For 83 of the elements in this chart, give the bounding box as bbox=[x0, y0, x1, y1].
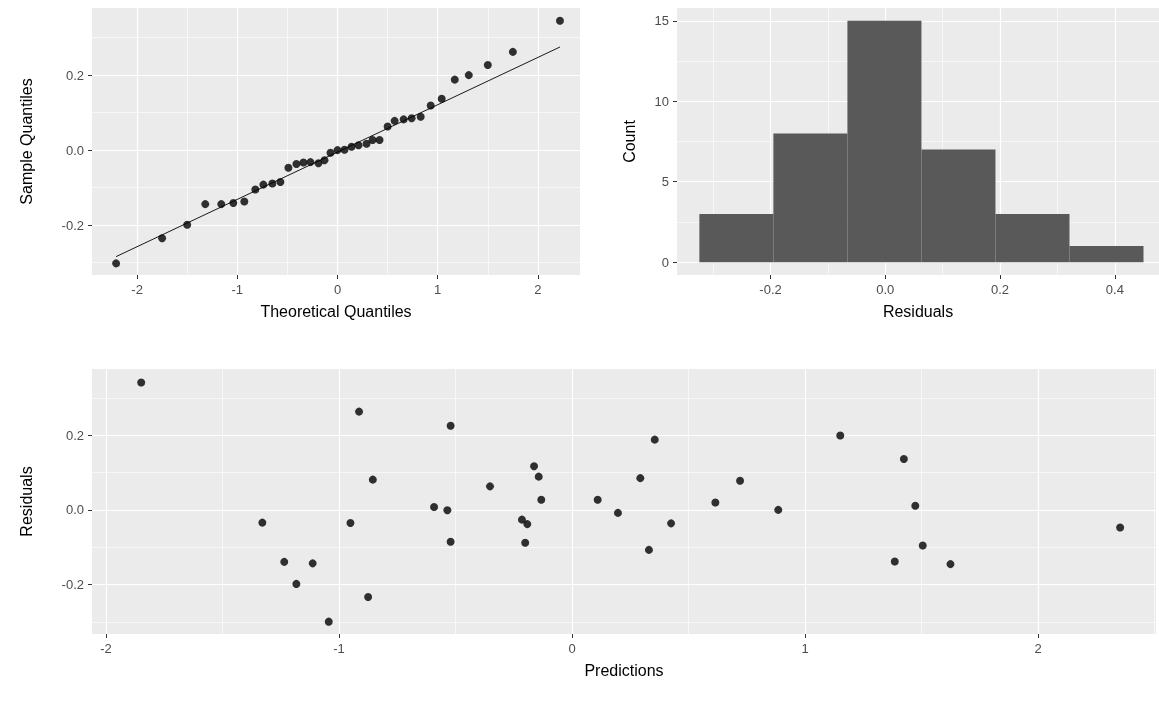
point bbox=[446, 421, 455, 430]
point bbox=[446, 537, 455, 546]
point bbox=[537, 495, 546, 504]
point bbox=[299, 158, 308, 167]
point bbox=[521, 538, 530, 547]
y-tick-label: 0.2 bbox=[65, 67, 84, 83]
point bbox=[324, 617, 333, 626]
x-tick-label: 1 bbox=[801, 641, 809, 656]
point bbox=[483, 61, 492, 69]
x-tick-label: -0.2 bbox=[759, 282, 782, 297]
point bbox=[613, 508, 622, 517]
point bbox=[946, 560, 955, 569]
y-tick-label: 5 bbox=[661, 174, 669, 190]
point bbox=[308, 559, 317, 568]
point bbox=[736, 476, 745, 485]
x-tick-label: -1 bbox=[333, 641, 345, 656]
x-tick-label: -1 bbox=[231, 282, 244, 297]
point bbox=[364, 593, 373, 601]
y-tick-label: 0.0 bbox=[65, 142, 84, 158]
point bbox=[593, 495, 602, 504]
point bbox=[355, 407, 364, 416]
y-tick-label: 0.2 bbox=[65, 427, 84, 443]
point bbox=[292, 160, 301, 168]
point bbox=[368, 136, 377, 144]
point bbox=[430, 502, 439, 511]
point bbox=[530, 462, 539, 471]
x-tick-label: 0.0 bbox=[876, 282, 895, 297]
point bbox=[650, 435, 659, 444]
x-axis-title: Residuals bbox=[882, 302, 954, 320]
point bbox=[201, 200, 210, 209]
x-tick-label: 0 bbox=[333, 282, 342, 297]
x-tick-label: 0.2 bbox=[991, 282, 1010, 297]
point bbox=[486, 482, 495, 491]
y-tick-label: -0.2 bbox=[61, 217, 84, 233]
point bbox=[636, 474, 645, 483]
point bbox=[667, 519, 676, 528]
point bbox=[443, 506, 452, 515]
x-axis-title: Theoretical Quantiles bbox=[260, 302, 412, 320]
x-tick-label: 2 bbox=[1034, 641, 1042, 656]
point bbox=[534, 472, 543, 481]
point bbox=[918, 541, 927, 550]
y-axis-title: Sample Quantiles bbox=[17, 78, 35, 205]
point bbox=[137, 378, 146, 387]
point bbox=[774, 505, 783, 514]
point bbox=[711, 498, 720, 507]
point bbox=[437, 94, 446, 103]
x-tick-label: 0 bbox=[568, 641, 576, 656]
point bbox=[258, 518, 267, 527]
y-axis-title: Count bbox=[620, 119, 638, 163]
x-tick-label: -2 bbox=[131, 282, 143, 297]
point bbox=[464, 71, 473, 80]
point bbox=[836, 431, 845, 440]
x-tick-label: 2 bbox=[534, 282, 542, 297]
point bbox=[899, 455, 908, 464]
x-axis-title: Predictions bbox=[584, 661, 664, 679]
point bbox=[375, 136, 384, 144]
point bbox=[644, 545, 653, 554]
point bbox=[911, 501, 920, 510]
point bbox=[362, 139, 371, 148]
point bbox=[112, 259, 121, 268]
y-tick-label: 0.0 bbox=[65, 502, 84, 518]
y-tick-label: 15 bbox=[654, 13, 669, 29]
point bbox=[280, 557, 289, 566]
y-tick-label: 0 bbox=[661, 254, 669, 270]
point bbox=[240, 197, 249, 206]
x-tick-label: 0.4 bbox=[1105, 282, 1124, 297]
point bbox=[523, 520, 532, 529]
point bbox=[517, 515, 526, 524]
x-tick-label: 1 bbox=[434, 282, 442, 297]
point bbox=[508, 47, 517, 56]
point bbox=[292, 579, 301, 588]
point bbox=[284, 163, 293, 172]
point bbox=[346, 518, 355, 527]
y-tick-label: -0.2 bbox=[61, 577, 84, 593]
y-tick-label: 10 bbox=[654, 93, 669, 109]
x-tick-label: -2 bbox=[100, 641, 112, 656]
point bbox=[1116, 523, 1125, 532]
point bbox=[368, 475, 377, 484]
point bbox=[555, 16, 564, 25]
point bbox=[450, 75, 459, 84]
y-axis-title: Residuals bbox=[17, 466, 35, 537]
point bbox=[390, 116, 399, 125]
point bbox=[890, 557, 899, 566]
